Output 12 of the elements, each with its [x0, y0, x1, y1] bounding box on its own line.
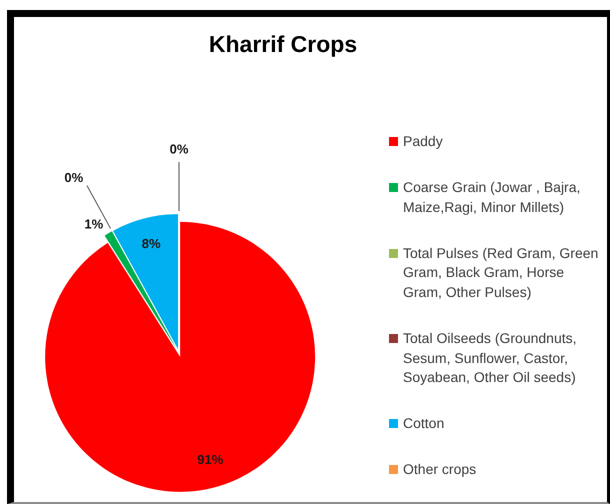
legend-label: Total Oilseeds (Groundnuts, Sesum, Sunflower, Castor, Soyabean, Other Oil seeds) — [403, 329, 578, 388]
data-label: 1% — [84, 216, 104, 232]
text: 0% — [64, 170, 84, 186]
chart-title: Kharrif Crops — [208, 31, 358, 58]
legend-label: Other crops — [403, 460, 476, 480]
legend-label: Total Pulses (Red Gram, Green Gram, Black Gram, Horse Gram, Other Pulses) — [403, 244, 600, 302]
legend-label: Paddy — [403, 132, 443, 151]
legend-label: Coarse Grain (Jowar , Bajra, Maize,Ragi, Minor Millets) — [403, 178, 582, 217]
text: 0% — [170, 142, 188, 157]
legend-label: Cotton — [403, 414, 444, 434]
data-label: 8% — [142, 236, 161, 252]
data-label: 91% — [197, 452, 224, 468]
